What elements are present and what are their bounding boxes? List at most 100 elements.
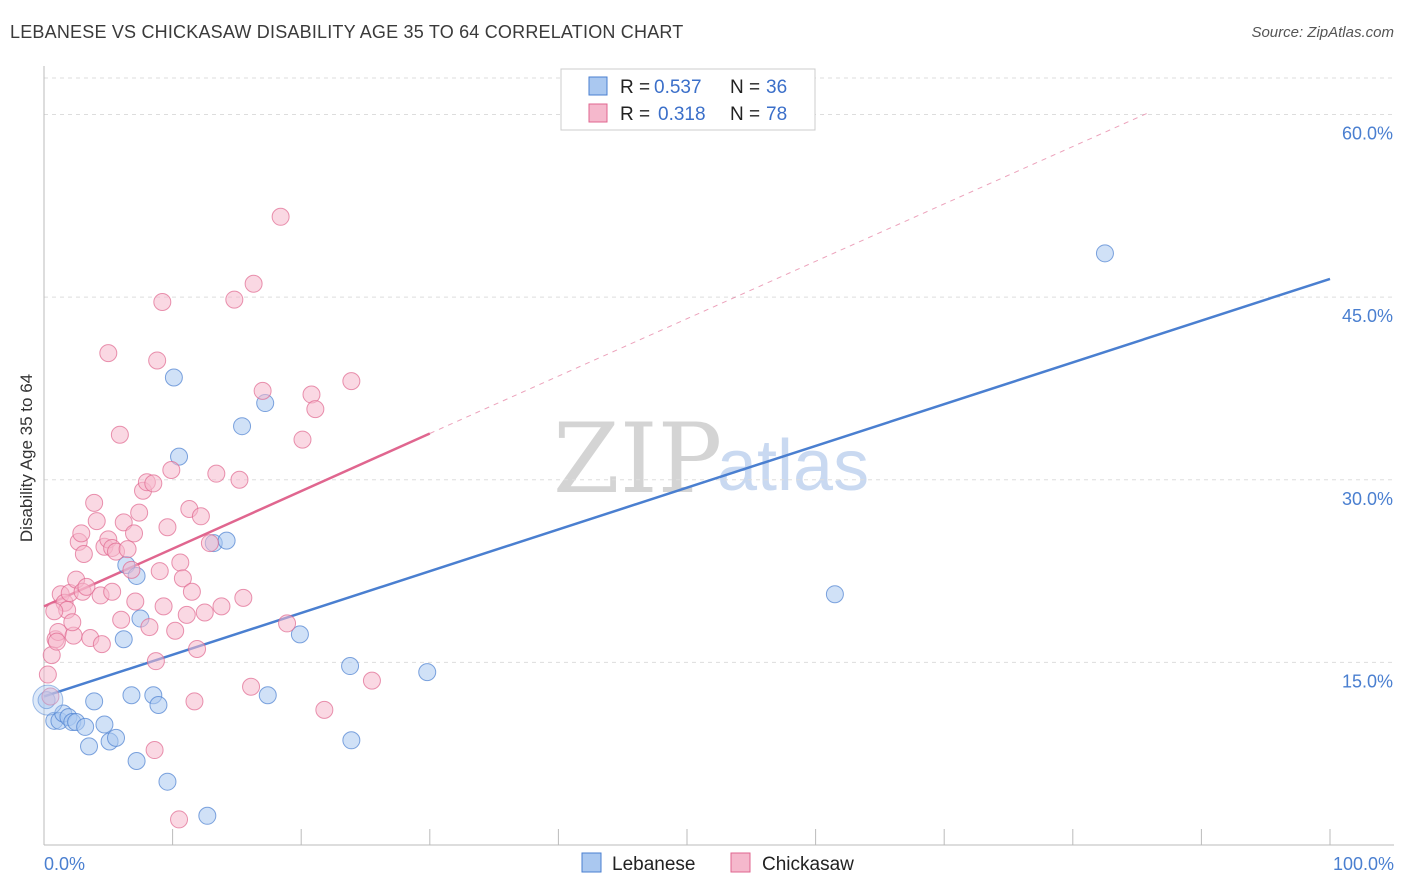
point-lebanese [170,447,189,466]
point-lebanese [198,806,217,825]
point-lebanese [341,657,360,676]
source-credit: Source: ZipAtlas.com [1251,24,1394,41]
bottom-legend-swatch-chickasaw [730,852,751,873]
legend-swatch-chickasaw [588,103,608,123]
legend-r-value-lebanese: 0.537 [654,77,702,98]
point-lebanese [342,731,361,750]
point-lebanese [76,717,95,736]
point-chickasaw [148,351,167,370]
point-chickasaw [72,524,91,543]
point-lebanese [122,686,141,705]
point-chickasaw [140,618,159,637]
point-chickasaw [118,540,137,559]
point-lebanese [825,585,844,604]
point-chickasaw [99,344,118,363]
point-chickasaw [315,700,334,719]
point-lebanese [1095,244,1114,263]
point-chickasaw [103,582,122,601]
trend-line-lebanese [43,277,1331,698]
point-lebanese [258,686,277,705]
point-chickasaw [173,569,192,588]
point-chickasaw [110,425,129,444]
point-chickasaw [293,430,312,449]
legend-r-label-chickasaw: R = [620,104,650,125]
point-chickasaw [171,553,190,572]
point-chickasaw [41,687,60,706]
legend-r-value-chickasaw: 0.318 [658,104,706,125]
point-chickasaw [170,810,189,829]
point-chickasaw [77,577,96,596]
point-chickasaw [85,493,104,512]
point-chickasaw [112,610,131,629]
point-chickasaw [191,507,210,526]
point-chickasaw [185,692,204,711]
point-chickasaw [125,524,144,543]
point-chickasaw [212,597,231,616]
point-chickasaw [122,560,141,579]
point-chickasaw [162,461,181,480]
legend-r-label-lebanese: R = [620,77,650,98]
y-axis-label: Disability Age 35 to 64 [17,374,36,542]
trend-layer [43,111,1331,698]
bottom-legend-label-chickasaw: Chickasaw [762,854,854,875]
point-chickasaw [230,470,249,489]
point-chickasaw [38,665,57,684]
point-chickasaw [182,582,201,601]
y-tick-label: 30.0% [1342,489,1393,509]
point-chickasaw [253,381,272,400]
point-chickasaw [150,562,169,581]
point-lebanese [418,663,437,682]
legend-box: R = 0.537 N = 36 R = 0.318 N = 78 [560,68,816,131]
point-chickasaw [188,639,207,658]
watermark-zip: ZIP [553,403,722,515]
point-lebanese [290,625,309,644]
trend-line-chickasaw [43,432,431,608]
point-lebanese [95,715,114,734]
point-chickasaw [47,632,66,651]
point-chickasaw [166,621,185,640]
point-chickasaw [242,677,261,696]
watermark-atlas: atlas [717,426,869,506]
point-chickasaw [45,602,64,621]
point-chickasaw [87,512,106,531]
point-chickasaw [195,603,214,622]
legend-n-label-lebanese: N = [730,77,760,98]
x-tick-label-max: 100.0% [1333,854,1394,874]
point-lebanese [114,630,133,649]
point-chickasaw [306,400,325,419]
point-chickasaw [74,545,93,564]
point-chickasaw [126,592,145,611]
point-chickasaw [146,652,165,671]
point-lebanese [80,737,99,756]
point-chickasaw [144,474,163,493]
point-chickasaw [278,614,297,633]
point-lebanese [217,531,236,550]
point-chickasaw [154,597,173,616]
point-chickasaw [200,534,219,553]
legend-swatch-lebanese [588,76,608,96]
point-chickasaw [153,293,172,312]
point-chickasaw [130,503,149,522]
y-tick-label: 45.0% [1342,306,1393,326]
axis-layer [43,66,1394,846]
point-chickasaw [362,671,381,690]
point-lebanese [149,695,168,714]
bottom-legend-label-lebanese: Lebanese [612,854,695,875]
point-lebanese [85,692,104,711]
point-lebanese [164,368,183,387]
point-chickasaw [271,207,290,226]
chart-title: LEBANESE VS CHICKASAW DISABILITY AGE 35 … [10,22,684,42]
point-lebanese [107,728,126,747]
point-lebanese [158,772,177,791]
legend-n-label-chickasaw: N = [730,104,760,125]
point-chickasaw [342,372,361,391]
legend-n-value-lebanese: 36 [766,77,787,98]
y-tick-label: 60.0% [1342,124,1393,144]
legend-n-value-chickasaw: 78 [766,104,787,125]
point-lebanese [127,751,146,770]
point-chickasaw [225,290,244,309]
point-chickasaw [145,741,164,760]
bottom-legend-swatch-lebanese [581,852,602,873]
point-chickasaw [158,518,177,537]
point-chickasaw [244,274,263,293]
